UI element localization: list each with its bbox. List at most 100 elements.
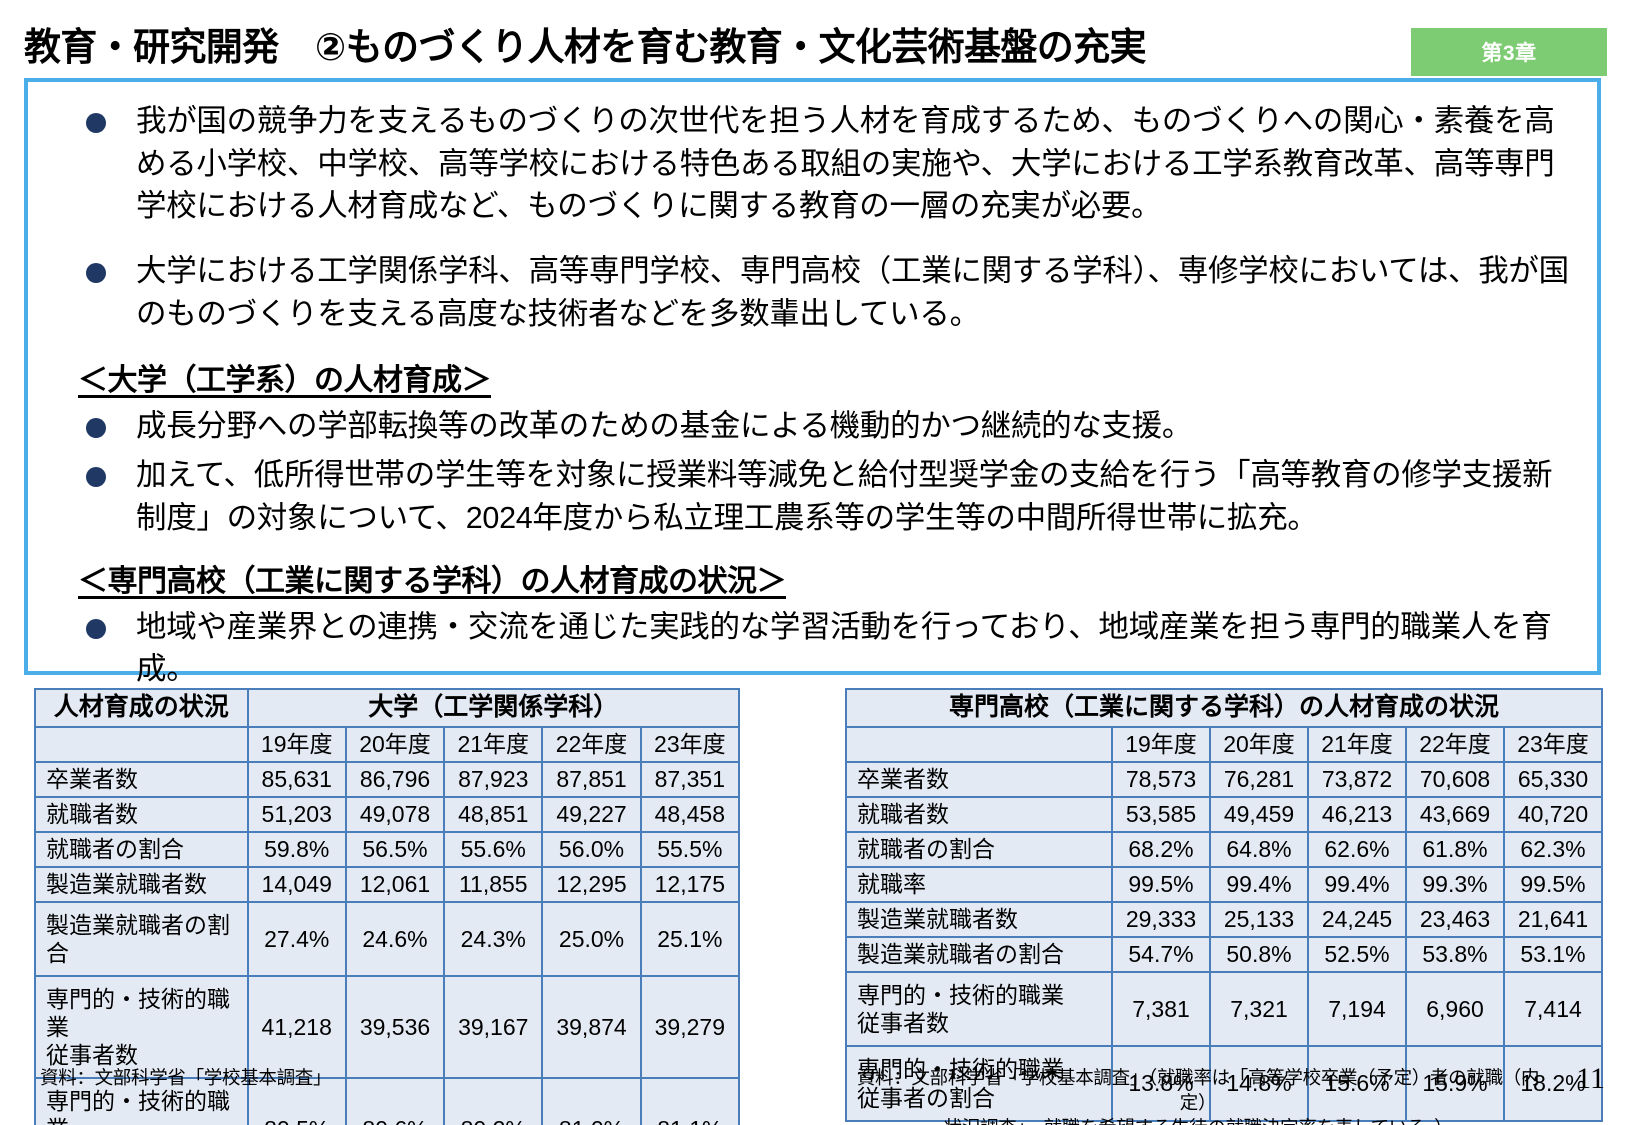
table-cell: 54.7% bbox=[1111, 936, 1211, 974]
table-row: 就職率 99.5% 99.4% 99.4% 99.3% 99.5% bbox=[845, 865, 1604, 904]
column-header: 19年度 bbox=[246, 725, 347, 763]
table-cell: 99.4% bbox=[1307, 865, 1407, 904]
table-header-row: 19年度 20年度 21年度 22年度 23年度 bbox=[34, 725, 741, 763]
chapter-badge: 第3章 bbox=[1411, 28, 1607, 76]
table-cell: 29,333 bbox=[1111, 901, 1211, 939]
table-row: 就職者の割合 68.2% 64.8% 62.6% 61.8% 62.3% bbox=[845, 830, 1604, 869]
table-cell: 64.8% bbox=[1209, 830, 1309, 869]
section-heading-technical-high-school: ＜専門高校（工業に関する学科）の人材育成の状況＞ bbox=[78, 564, 787, 598]
bullet-text: 地域や産業界との連携・交流を通じた実践的な学習活動を行っており、地域産業を担う専… bbox=[136, 609, 1552, 687]
bullet-dot-icon bbox=[86, 418, 106, 439]
table-row: 卒業者数 85,631 86,796 87,923 87,851 87,351 bbox=[34, 760, 741, 798]
table-cell: 55.5% bbox=[639, 830, 741, 869]
table-cell: 99.4% bbox=[1209, 865, 1309, 904]
table-cell: 81.1% bbox=[639, 1077, 741, 1125]
page-title: 教育・研究開発 ②ものづくり人材を育む教育・文化芸術基盤の充実 bbox=[24, 27, 1146, 69]
table-row: 専門的・技術的職業 従事者の割合 13.8% 14.8% 15.6% 15.9% 18.2% bbox=[845, 1045, 1604, 1122]
table-cell: 51,203 bbox=[246, 795, 347, 833]
row-label: 製造業就職者の割合 bbox=[845, 936, 1113, 974]
bullet-text: 我が国の競争力を支えるものづくりの次世代を担う人材を育成するため、ものづくりへの… bbox=[136, 104, 1555, 224]
column-header: 22年度 bbox=[1405, 725, 1505, 763]
table-cell: 80.5% bbox=[246, 1077, 347, 1125]
table-cell: 53.8% bbox=[1405, 936, 1505, 974]
table-corner-cell bbox=[34, 725, 249, 763]
table-row: 卒業者数 78,573 76,281 73,872 70,608 65,330 bbox=[845, 760, 1604, 798]
bullet-dot-icon bbox=[86, 263, 106, 284]
table-cell: 43,669 bbox=[1405, 795, 1505, 833]
column-header: 19年度 bbox=[1111, 725, 1211, 763]
table-cell: 99.5% bbox=[1502, 865, 1604, 904]
table-cell: 80.2% bbox=[443, 1077, 544, 1125]
row-label: 製造業就職者数 bbox=[845, 901, 1113, 939]
table-cell: 56.5% bbox=[344, 830, 446, 869]
column-header: 20年度 bbox=[1209, 725, 1309, 763]
main-content-box: 我が国の競争力を支えるものづくりの次世代を担う人材を育成するため、ものづくりへの… bbox=[24, 78, 1601, 686]
table-cell: 14.8% bbox=[1209, 1045, 1309, 1122]
bullet-item: 加えて、低所得世帯の学生等を対象に授業料等減免と給付型奨学金の支給を行う「高等教… bbox=[50, 454, 1575, 539]
table-cell: 24,245 bbox=[1307, 901, 1407, 939]
table-cell: 18.2% bbox=[1502, 1045, 1604, 1122]
table-cell: 12,295 bbox=[541, 865, 642, 904]
table-cell: 49,078 bbox=[344, 795, 446, 833]
table-cell: 14,049 bbox=[246, 865, 347, 904]
table-cell: 40,720 bbox=[1502, 795, 1604, 833]
table-cell: 62.6% bbox=[1307, 830, 1407, 869]
table-group-header: 大学（工学関係学科） bbox=[246, 688, 741, 728]
table-cell: 62.3% bbox=[1502, 830, 1604, 869]
column-header: 21年度 bbox=[443, 725, 544, 763]
table-cell: 39,536 bbox=[344, 975, 446, 1080]
table-cell: 21,641 bbox=[1502, 901, 1604, 939]
table-cell: 48,458 bbox=[639, 795, 741, 833]
table-cell: 80.6% bbox=[344, 1077, 446, 1125]
table-cell: 81.0% bbox=[541, 1077, 642, 1125]
table-cell: 41,218 bbox=[246, 975, 347, 1080]
table-cell: 52.5% bbox=[1307, 936, 1407, 974]
row-label: 就職者の割合 bbox=[34, 830, 249, 869]
table-corner-cell bbox=[845, 725, 1113, 763]
table-cell: 65,330 bbox=[1502, 760, 1604, 798]
source-note-right: 資料：文部科学省「学校基本調査」（就職率は「高等学校卒業（予定）者の就職（内定）… bbox=[848, 1066, 1548, 1125]
table-cell: 70,608 bbox=[1405, 760, 1505, 798]
table-row: 製造業就職者の割合 27.4% 24.6% 24.3% 25.0% 25.1% bbox=[34, 901, 741, 978]
table-title: 人材育成の状況 bbox=[34, 688, 249, 728]
table-cell: 39,279 bbox=[639, 975, 741, 1080]
section-heading-wrap: ＜大学（工学系）の人材育成＞ bbox=[50, 345, 1575, 405]
row-label: 卒業者数 bbox=[845, 760, 1113, 798]
table-header-row: 19年度 20年度 21年度 22年度 23年度 bbox=[845, 725, 1604, 763]
bullet-text: 加えて、低所得世帯の学生等を対象に授業料等減免と給付型奨学金の支給を行う「高等教… bbox=[136, 458, 1553, 535]
table-row: 就職者数 51,203 49,078 48,851 49,227 48,458 bbox=[34, 795, 741, 833]
table-university-wrapper: 人材育成の状況 大学（工学関係学科） 19年度 20年度 21年度 22年度 23年度 卒業… bbox=[34, 688, 741, 1125]
row-label: 製造業就職者の割合 bbox=[34, 901, 249, 978]
table-cell: 73,872 bbox=[1307, 760, 1407, 798]
bullet-dot-icon bbox=[86, 113, 106, 133]
table-cell: 25.1% bbox=[639, 901, 741, 978]
table-cell: 15.6% bbox=[1307, 1045, 1407, 1122]
table-cell: 24.3% bbox=[443, 901, 544, 978]
table-cell: 78,573 bbox=[1111, 760, 1211, 798]
table-cell: 99.5% bbox=[1111, 865, 1211, 904]
table-row: 製造業就職者数 29,333 25,133 24,245 23,463 21,641 bbox=[845, 901, 1604, 939]
table-cell: 56.0% bbox=[541, 830, 642, 869]
bullet-dot-icon bbox=[86, 618, 106, 639]
table-cell: 6,960 bbox=[1405, 971, 1505, 1048]
table-cell: 25,133 bbox=[1209, 901, 1309, 939]
table-cell: 46,213 bbox=[1307, 795, 1407, 833]
source-note-right-line1: 資料：文部科学省「学校基本調査」（就職率は「高等学校卒業（予定）者の就職（内定） bbox=[856, 1067, 1540, 1113]
table-cell: 85,631 bbox=[246, 760, 347, 798]
table-title-row: 人材育成の状況 大学（工学関係学科） bbox=[34, 688, 741, 728]
table-title-row: 専門高校（工業に関する学科）の人材育成の状況 bbox=[844, 688, 1604, 728]
column-header: 23年度 bbox=[1502, 725, 1604, 763]
table-university: 人材育成の状況 大学（工学関係学科） 19年度 20年度 21年度 22年度 23年度 卒業… bbox=[34, 688, 741, 1125]
source-note-right-line2: 状況調査」。就職を希望する生徒の就職決定率を表している。） bbox=[848, 1116, 1548, 1125]
table-cell: 55.6% bbox=[443, 830, 544, 869]
table-cell: 86,796 bbox=[344, 760, 446, 798]
page-number: 11 bbox=[1576, 1062, 1605, 1095]
table-cell: 53,585 bbox=[1111, 795, 1211, 833]
bullet-text: 大学における工学関係学科、高等専門学校、専門高校（工業に関する学科）、専修学校に… bbox=[136, 254, 1569, 331]
table-row: 専門的・技術的職業従事者の割合80.5%80.6%80.2%81.0%81.1% bbox=[34, 1077, 741, 1125]
section-heading-university: ＜大学（工学系）の人材育成＞ bbox=[78, 364, 492, 398]
table-title: 専門高校（工業に関する学科）の人材育成の状況 bbox=[844, 688, 1604, 728]
row-label: 専門的・技術的職業 従事者数 bbox=[845, 971, 1113, 1048]
